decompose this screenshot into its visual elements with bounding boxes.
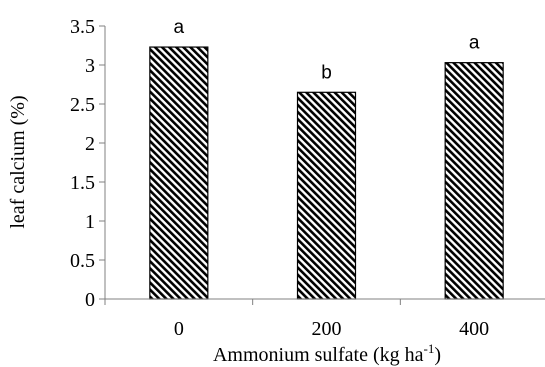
x-axis-title-suffix: ) <box>434 344 441 366</box>
x-axis-title: Ammonium sulfate (kg ha-1) <box>213 341 441 366</box>
y-tick-label: 2 <box>85 133 95 155</box>
bars-group <box>149 46 504 300</box>
y-tick-label: 0.5 <box>70 250 95 272</box>
y-tick-label: 0 <box>85 289 95 311</box>
x-axis-title-superscript: -1 <box>424 341 435 356</box>
y-tick-label: 3 <box>85 55 95 77</box>
y-axis-ticks: 0 0.5 1 1.5 2 2.5 3 3.5 <box>70 16 105 311</box>
y-tick-label: 3.5 <box>70 16 95 38</box>
bar <box>149 46 209 300</box>
significance-label: b <box>321 62 332 83</box>
y-tick-label: 1.5 <box>70 172 95 194</box>
bar <box>296 91 357 300</box>
x-tick-label: 400 <box>459 318 489 340</box>
x-axis-title-main: Ammonium sulfate (kg ha <box>213 344 424 366</box>
y-axis-title: leaf calcium (%) <box>7 95 29 228</box>
x-axis-ticks: 0 200 400 <box>104 299 489 340</box>
significance-label: a <box>174 17 185 38</box>
bar <box>444 62 504 300</box>
y-tick-label: 1 <box>85 211 95 233</box>
x-tick-label: 0 <box>174 318 184 340</box>
x-tick-label: 200 <box>312 318 342 340</box>
significance-label: a <box>469 33 480 54</box>
significance-labels-group: a b a <box>174 17 480 83</box>
y-tick-label: 2.5 <box>70 94 95 116</box>
